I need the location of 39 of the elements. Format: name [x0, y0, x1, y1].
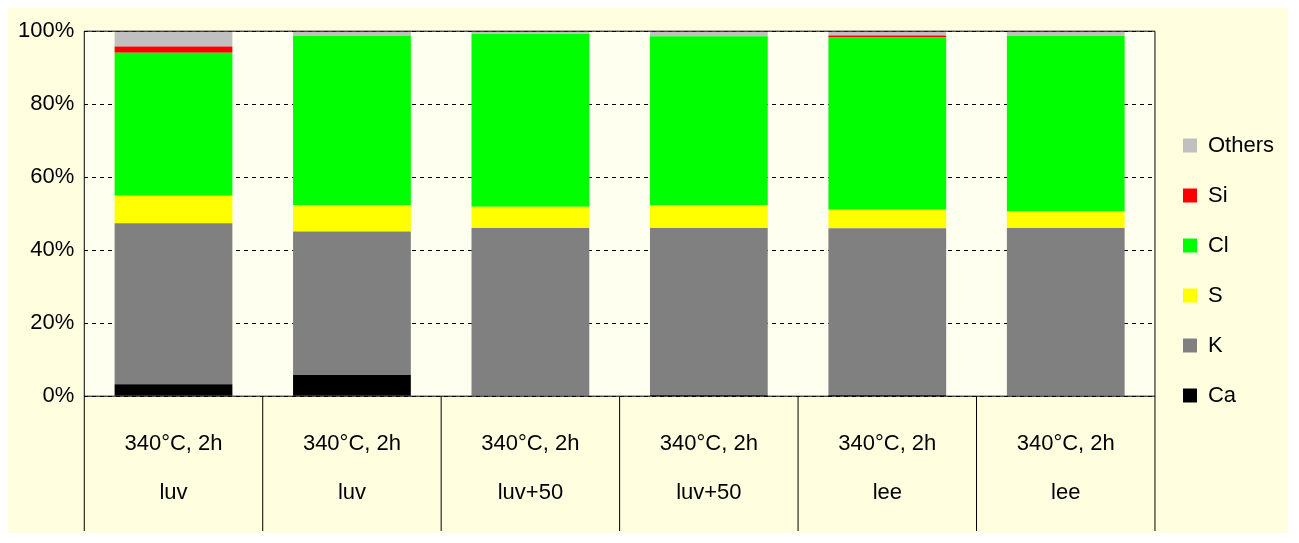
x-tick-label: 340°C, 2h luv: [124, 430, 223, 504]
bar: [649, 227, 768, 396]
bar: [828, 37, 947, 210]
y-tick-label: 100%: [17, 17, 75, 43]
bar: [114, 223, 233, 385]
legend-label: Ca: [1207, 381, 1237, 407]
bar: [471, 227, 590, 396]
bar: [114, 52, 233, 196]
bar: [828, 209, 947, 229]
legend-label: Cl: [1207, 231, 1229, 257]
x-tick-label: 340°C, 2h lee: [838, 430, 937, 504]
bar: [1006, 211, 1125, 228]
bar: [293, 231, 411, 376]
bar: [293, 35, 411, 205]
bar: [649, 204, 768, 228]
y-tick-label: 60%: [30, 163, 75, 189]
bar: [471, 33, 590, 207]
bar: [114, 195, 233, 224]
x-tick-label: 340°C, 2h lee: [1016, 430, 1115, 504]
bar: [114, 46, 233, 53]
bar: [828, 31, 947, 36]
legend-label: Others: [1207, 131, 1275, 157]
y-tick-label: 0%: [42, 382, 75, 408]
bar: [293, 204, 411, 232]
x-tick-label: 340°C, 2h luv: [302, 430, 401, 504]
legend-label: K: [1207, 331, 1223, 357]
bar: [1006, 227, 1125, 396]
bar: [828, 228, 947, 396]
y-tick-label: 40%: [30, 236, 75, 262]
y-tick-label: 20%: [30, 309, 75, 335]
x-tick-label: 340°C, 2h luv+50: [481, 430, 580, 504]
x-tick-label: 340°C, 2h luv+50: [659, 430, 758, 504]
bar: [1006, 35, 1125, 212]
legend-label: Si: [1207, 181, 1228, 207]
bar: [114, 31, 233, 47]
y-tick-label: 80%: [30, 90, 75, 116]
legend-label: S: [1207, 281, 1223, 307]
bar: [471, 206, 590, 228]
bar: [649, 36, 768, 205]
